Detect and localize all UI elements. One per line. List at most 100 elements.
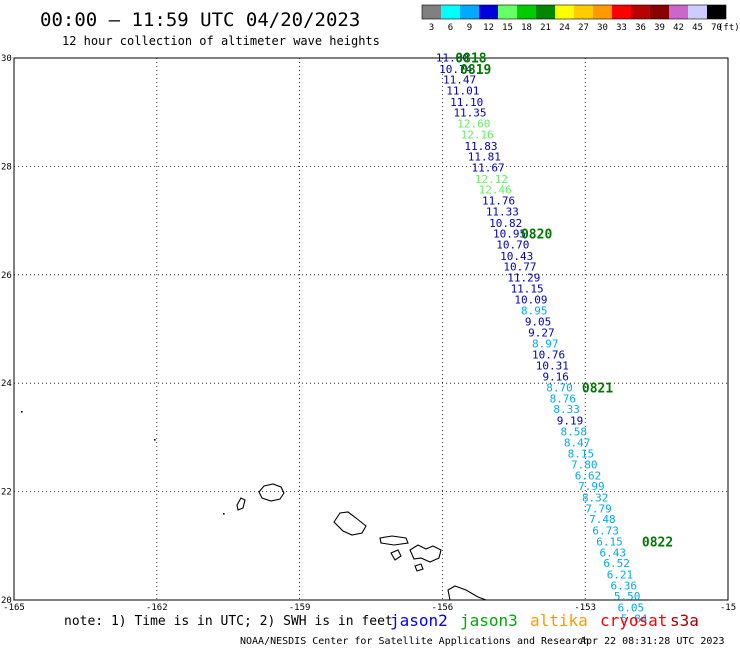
- maui-island: [409, 544, 442, 563]
- swh-value-label: 8.58: [561, 425, 588, 438]
- x-tick-label: -159: [289, 603, 311, 613]
- swh-value-label: 11.01: [446, 85, 479, 98]
- y-tick-label: 26: [1, 271, 12, 281]
- x-tick-label: -162: [146, 603, 168, 613]
- legend-swatch: [574, 5, 593, 19]
- footer-timestamp: Apr 22 08:31:28 UTC 2023: [580, 636, 725, 647]
- x-tick-label: -156: [432, 603, 454, 613]
- nihoa-island: [21, 411, 23, 413]
- swh-value-label: 11.30: [436, 51, 469, 64]
- satellite-name-cryosat: cryosat: [600, 611, 667, 630]
- swh-value-label: 11.15: [511, 282, 544, 295]
- swh-value-label: 11.10: [450, 96, 483, 109]
- swh-value-label: 6.73: [592, 525, 619, 538]
- swh-value-label: 6.43: [600, 546, 627, 559]
- footer-credit: NOAA/NESDIS Center for Satellite Applica…: [240, 636, 589, 647]
- swh-value-label: 6.36: [611, 579, 638, 592]
- x-tick-label: -15: [720, 603, 736, 613]
- wave-height-observations: 11.3010.7411.4711.0111.1011.3512.6012.16…: [436, 51, 648, 625]
- lanai-island: [390, 549, 402, 561]
- legend-label: 9: [467, 23, 472, 33]
- legend-frame: [421, 4, 727, 20]
- time-label: 0822: [642, 535, 673, 550]
- swh-value-label: 12.46: [479, 184, 512, 197]
- legend-swatch: [422, 5, 441, 19]
- axis-ticks: -165 -162 -159 -156 -153 -15 20 22 24 26 28 30: [1, 54, 736, 613]
- y-tick-label: 20: [1, 596, 12, 606]
- x-tick-label: -153: [574, 603, 596, 613]
- legend-label: 30: [597, 23, 608, 33]
- chart-title: 00:00 – 11:59 UTC 04/20/2023: [40, 9, 360, 31]
- swh-value-label: 11.83: [464, 140, 497, 153]
- kahoolawe-island: [414, 563, 424, 572]
- swh-value-label: 10.43: [500, 250, 533, 263]
- y-tick-label: 22: [1, 488, 12, 498]
- niihau-island: [236, 497, 246, 511]
- swh-value-label: 8.76: [550, 392, 577, 405]
- x-tick-label: -165: [3, 603, 25, 613]
- kaula-island: [154, 439, 156, 441]
- swh-value-label: 6.52: [603, 557, 630, 570]
- legend-swatch: [593, 5, 612, 19]
- legend-unit: (ft): [718, 23, 740, 33]
- legend-label: 39: [654, 23, 665, 33]
- coastline: [21, 411, 487, 601]
- swh-value-label: 7.80: [571, 459, 598, 472]
- chart-subtitle: 12 hour collection of altimeter wave hei…: [62, 34, 380, 48]
- swh-value-label: 9.16: [542, 371, 569, 384]
- swh-value-label: 7.99: [578, 480, 605, 493]
- swh-value-label: 9.27: [528, 326, 555, 339]
- swh-value-label: 5.84: [621, 612, 648, 625]
- swh-value-label: 12.60: [457, 118, 490, 131]
- swh-value-label: 6.62: [575, 469, 602, 482]
- lehua-island: [223, 513, 225, 515]
- legend-label: 70: [711, 23, 722, 33]
- legend-swatch: [688, 5, 707, 19]
- time-label: 0818: [455, 51, 486, 66]
- satellite-name-jason3: jason3: [460, 611, 518, 630]
- swh-value-label: 11.67: [472, 161, 505, 174]
- swh-value-label: 7.48: [589, 513, 616, 526]
- time-label: 0819: [460, 63, 491, 78]
- legend-label: 45: [692, 23, 703, 33]
- satellite-name-s3a: s3a: [670, 611, 699, 630]
- swh-value-label: 10.31: [536, 359, 569, 372]
- swh-value-label: 11.76: [482, 195, 515, 208]
- kauai-island: [258, 483, 285, 502]
- oahu-island: [333, 511, 367, 536]
- swh-value-label: 8.47: [564, 436, 591, 449]
- color-legend: 3 6 9 12 15 18 21 24 27 30 33 36 39 42 45 70: [421, 4, 727, 33]
- legend-label: 27: [578, 23, 589, 33]
- swh-value-label: 6.15: [596, 535, 623, 548]
- legend-label: 18: [521, 23, 532, 33]
- swh-value-label: 8.70: [546, 382, 573, 395]
- swh-value-label: 6.05: [618, 602, 645, 615]
- legend-swatch: [517, 5, 536, 19]
- swh-value-label: 11.35: [453, 107, 486, 120]
- legend-swatch: [441, 5, 460, 19]
- satellite-legend: jason2 jason3 altika cryosat s3a: [390, 611, 699, 630]
- swh-value-label: 11.47: [443, 74, 476, 87]
- legend-label: 33: [616, 23, 627, 33]
- swh-value-label: 10.95: [493, 228, 526, 241]
- swh-value-label: 8.97: [532, 338, 559, 351]
- legend-label: 36: [635, 23, 646, 33]
- y-tick-label: 28: [1, 162, 12, 172]
- satellite-name-altika: altika: [530, 611, 588, 630]
- legend-swatch: [555, 5, 574, 19]
- swh-value-label: 8.33: [553, 403, 580, 416]
- swh-value-label: 11.29: [507, 272, 540, 285]
- swh-value-label: 8.15: [568, 448, 595, 461]
- swh-value-label: 10.74: [439, 63, 472, 76]
- swh-value-label: 9.19: [557, 415, 584, 428]
- swh-value-label: 11.33: [486, 205, 519, 218]
- legend-label: 6: [448, 23, 453, 33]
- swh-value-label: 12.16: [461, 128, 494, 141]
- swh-value-label: 12.12: [475, 173, 508, 186]
- time-label: 0820: [521, 228, 552, 243]
- legend-label: 3: [429, 23, 434, 33]
- swh-value-label: 9.05: [525, 315, 552, 328]
- swh-value-label: 10.70: [496, 238, 529, 251]
